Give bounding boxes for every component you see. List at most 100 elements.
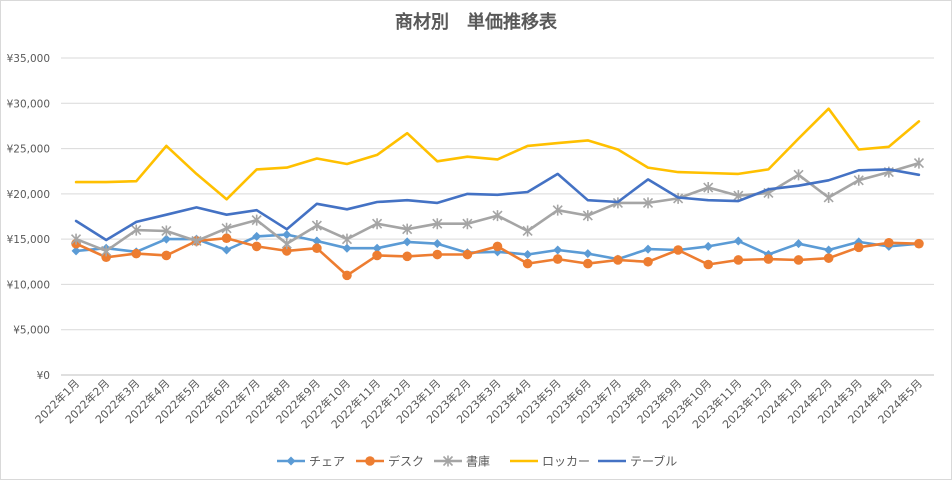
data-point <box>222 245 232 255</box>
data-point <box>552 204 563 216</box>
legend: チェア デスク 書庫 ロッカー テーブル <box>277 454 677 469</box>
data-point <box>703 241 713 251</box>
legend-label: 書庫 <box>466 455 490 469</box>
data-point <box>191 235 202 247</box>
data-point <box>221 222 232 234</box>
data-point <box>462 218 473 230</box>
data-point <box>582 210 593 222</box>
data-point <box>432 249 443 260</box>
data-point <box>101 252 111 263</box>
y-tick-label: ¥25,000 <box>7 144 50 156</box>
legend-item: チェア <box>277 455 345 469</box>
data-point <box>914 238 924 249</box>
data-point <box>643 256 653 267</box>
data-point <box>733 236 743 246</box>
y-tick-label: ¥15,000 <box>7 234 50 246</box>
data-point <box>432 239 442 249</box>
data-point <box>462 249 473 260</box>
data-point <box>312 236 322 246</box>
y-tick-label: ¥0 <box>37 370 50 382</box>
data-point <box>251 241 262 252</box>
y-axis-ticks: ¥0 ¥5,000 ¥10,000 ¥15,000 ¥20,000 ¥25,000 ¥30,… <box>7 53 50 382</box>
data-point <box>823 191 834 203</box>
data-point <box>853 174 864 186</box>
data-point <box>70 233 82 245</box>
chart-title: 商材別 単価推移表 <box>395 11 558 33</box>
data-point <box>71 246 81 256</box>
data-point <box>613 255 623 265</box>
series-line <box>74 168 921 242</box>
data-point <box>793 169 804 181</box>
data-point <box>522 225 533 237</box>
data-point <box>161 234 171 244</box>
data-point <box>523 250 533 260</box>
series-ロッカー <box>74 107 921 201</box>
legend-label: チェア <box>309 455 345 469</box>
data-point <box>733 255 744 265</box>
data-point <box>492 210 503 222</box>
data-point <box>251 214 262 226</box>
data-point <box>372 250 382 261</box>
data-point <box>522 258 533 269</box>
data-point <box>673 245 683 255</box>
series-テーブル <box>74 168 921 242</box>
data-point <box>402 223 413 235</box>
data-point <box>372 218 383 230</box>
data-point <box>853 242 864 253</box>
data-point <box>642 197 654 209</box>
data-point <box>442 455 454 467</box>
legend-item: 書庫 <box>434 455 490 469</box>
legend-item: ロッカー <box>510 455 590 469</box>
y-tick-label: ¥30,000 <box>7 98 50 110</box>
data-point <box>281 246 292 256</box>
data-point <box>763 254 774 264</box>
data-point <box>793 255 804 265</box>
series-チェア <box>71 230 924 264</box>
data-point <box>365 456 375 466</box>
data-point <box>342 243 352 253</box>
data-point <box>884 237 894 248</box>
data-point <box>583 258 593 269</box>
data-point <box>252 231 262 241</box>
y-tick-label: ¥20,000 <box>7 189 50 201</box>
legend-label: デスク <box>388 454 424 469</box>
data-point <box>913 157 925 169</box>
data-point <box>703 182 714 194</box>
data-point <box>703 259 714 270</box>
y-tick-label: ¥5,000 <box>13 325 50 337</box>
data-point <box>583 249 593 259</box>
series-lines <box>70 107 925 281</box>
data-point <box>643 244 653 254</box>
data-point <box>286 456 296 466</box>
data-point <box>372 243 382 253</box>
legend-label: ロッカー <box>542 455 590 469</box>
data-point <box>342 270 352 281</box>
data-point <box>312 243 322 253</box>
data-point <box>553 245 563 255</box>
data-point <box>402 237 412 247</box>
data-point <box>161 250 172 261</box>
y-tick-label: ¥35,000 <box>7 53 50 65</box>
data-point <box>432 218 443 230</box>
data-point <box>492 241 503 252</box>
data-point <box>341 233 353 245</box>
legend-item: デスク <box>356 454 424 469</box>
data-point <box>282 230 292 240</box>
data-point <box>101 245 112 257</box>
legend-label: テーブル <box>630 454 677 469</box>
data-point <box>161 225 172 237</box>
series-line <box>74 107 921 201</box>
data-point <box>131 248 142 259</box>
data-point <box>311 220 322 232</box>
y-tick-label: ¥10,000 <box>7 279 50 291</box>
legend-item: テーブル <box>598 454 677 469</box>
data-point <box>402 251 412 262</box>
data-point <box>281 238 292 250</box>
data-point <box>824 245 834 255</box>
data-point <box>131 224 142 236</box>
data-point <box>794 239 804 249</box>
data-point <box>552 254 563 264</box>
data-point <box>221 233 232 244</box>
